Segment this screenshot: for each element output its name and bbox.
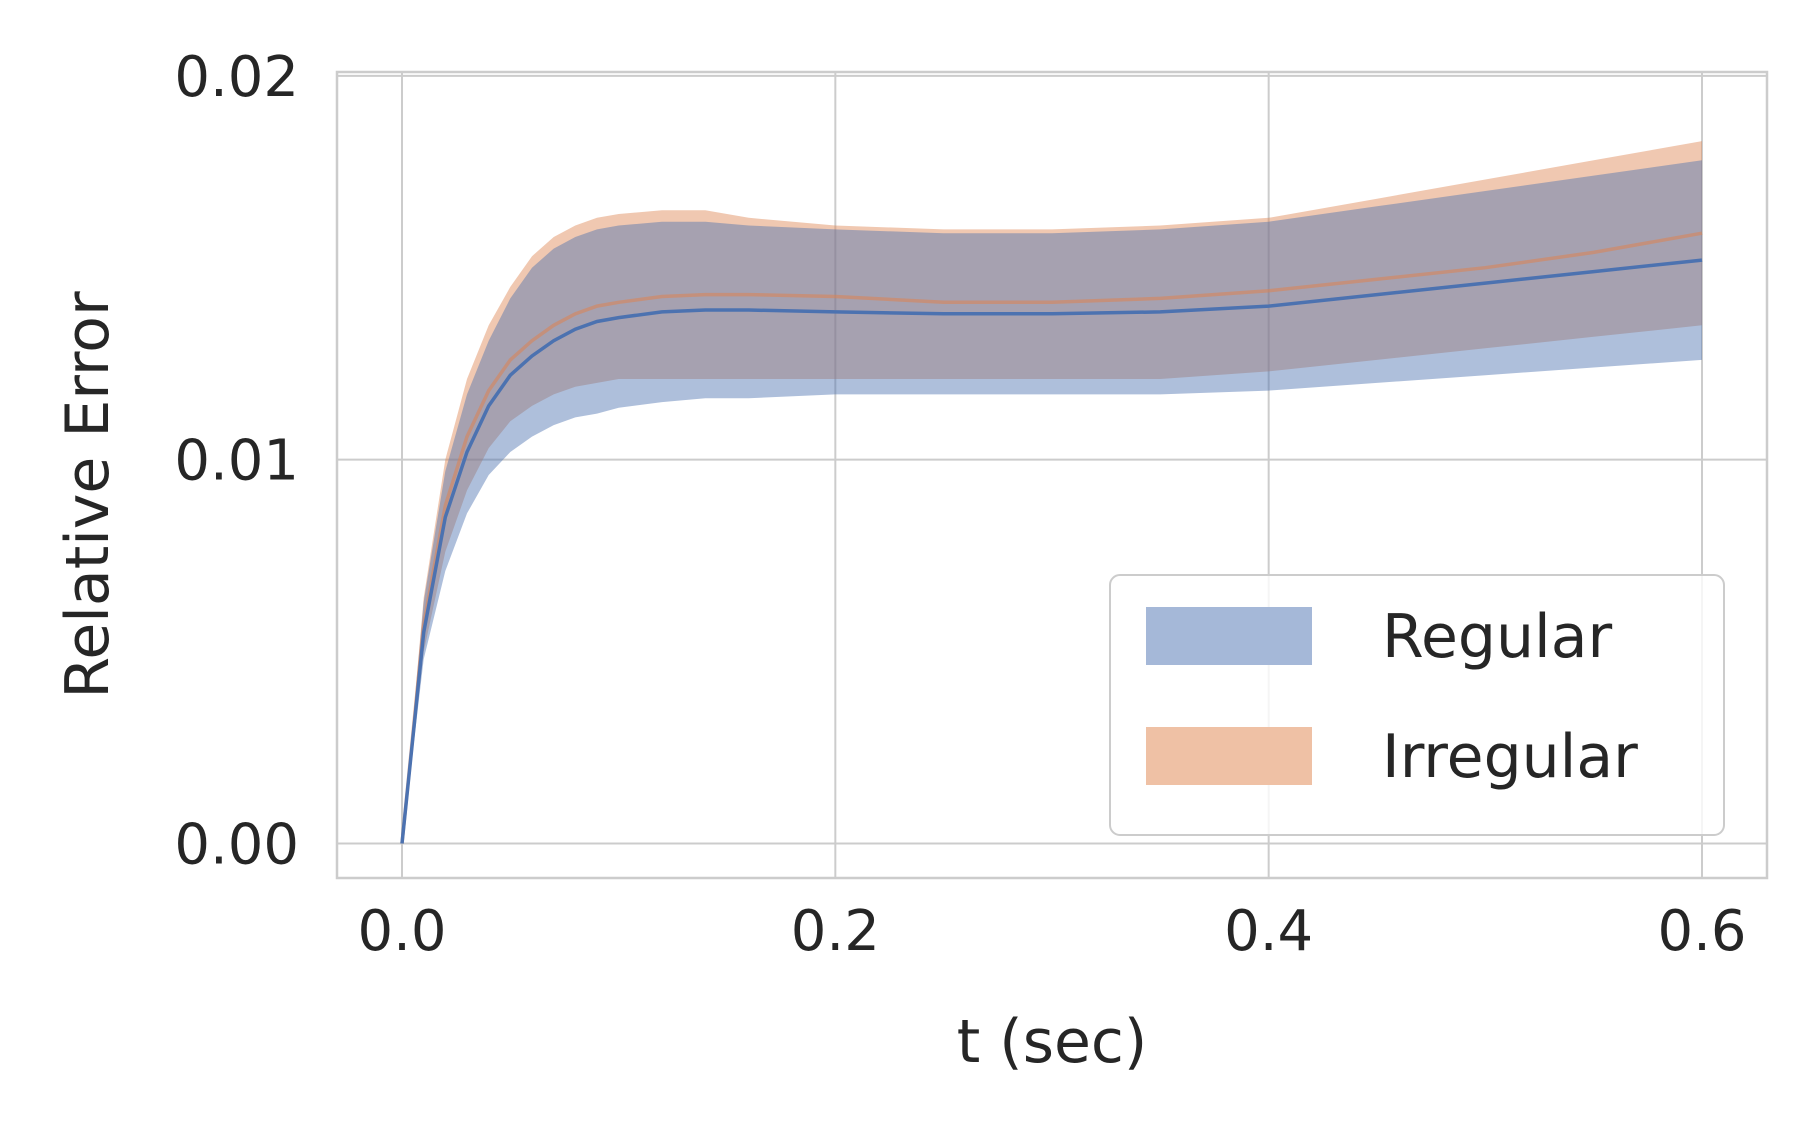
- band-irregular: [402, 141, 1702, 844]
- y-tick-label: 0.02: [174, 45, 299, 110]
- x-tick-labels: 0.0 0.2 0.4 0.6: [357, 899, 1746, 964]
- x-axis-label: t (sec): [957, 1007, 1148, 1077]
- grid: [337, 72, 1767, 878]
- band-regular: [402, 160, 1702, 844]
- x-tick-label: 0.6: [1657, 899, 1746, 964]
- legend-label-irregular: Irregular: [1382, 722, 1638, 792]
- x-tick-label: 0.4: [1224, 899, 1313, 964]
- y-axis-label: Relative Error: [53, 291, 123, 699]
- y-tick-labels: 0.00 0.01 0.02: [174, 45, 299, 878]
- line-irregular: [400, 231, 1703, 844]
- confidence-bands: [402, 141, 1702, 844]
- mean-lines: [400, 231, 1703, 844]
- y-tick-label: 0.01: [174, 429, 299, 494]
- line-regular: [400, 258, 1703, 844]
- y-tick-label: 0.00: [174, 812, 299, 877]
- legend: Regular Irregular: [1109, 574, 1725, 836]
- x-tick-label: 0.2: [791, 899, 880, 964]
- legend-label-regular: Regular: [1382, 602, 1612, 672]
- x-tick-label: 0.0: [357, 899, 446, 964]
- legend-swatch-irregular: [1146, 727, 1312, 785]
- plot-frame: [335, 70, 1769, 880]
- legend-swatch-regular: [1146, 607, 1312, 665]
